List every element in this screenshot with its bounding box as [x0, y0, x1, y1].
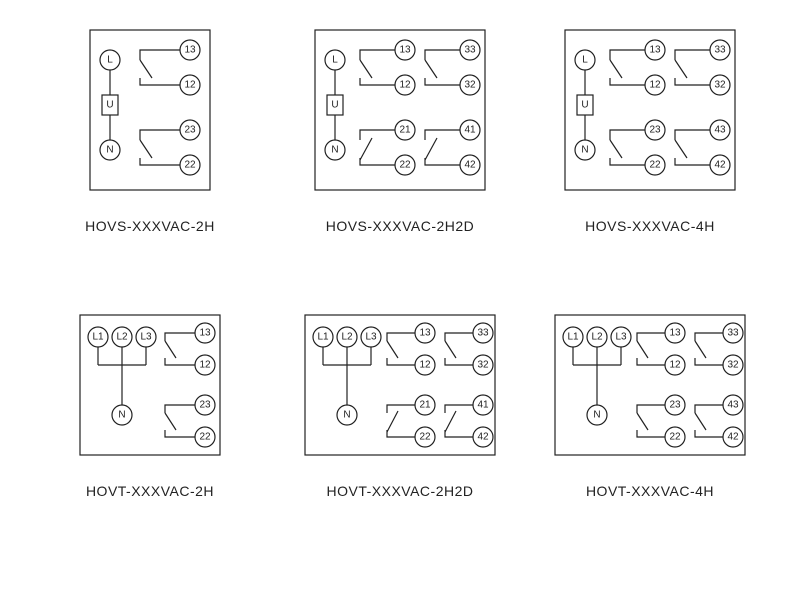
diagram-label: HOVT-XXXVAC-2H2D — [327, 483, 474, 499]
svg-text:41: 41 — [477, 400, 489, 411]
svg-text:U: U — [106, 100, 113, 111]
svg-text:L: L — [582, 55, 588, 66]
svg-text:22: 22 — [419, 432, 431, 443]
page: L U N 13 12 — [0, 0, 800, 590]
diagram-hovt-4h: L1 L2 L3 N 13 12 — [530, 305, 770, 570]
svg-text:L3: L3 — [140, 332, 152, 343]
svg-text:22: 22 — [199, 432, 211, 443]
diagram-label: HOVT-XXXVAC-2H — [86, 483, 214, 499]
svg-text:L2: L2 — [341, 332, 353, 343]
svg-text:32: 32 — [714, 80, 726, 91]
svg-text:L2: L2 — [116, 332, 128, 343]
svg-text:43: 43 — [727, 400, 739, 411]
svg-text:42: 42 — [464, 160, 476, 171]
svg-text:12: 12 — [184, 80, 196, 91]
svg-text:33: 33 — [714, 45, 726, 56]
diagram-hovt-2h2d: L1 L2 L3 N 13 12 — [280, 305, 520, 570]
svg-text:N: N — [118, 410, 125, 421]
schematic-svg: L U N 13 12 — [305, 20, 495, 200]
terminal-l: L — [107, 55, 113, 66]
schematic-svg: L1 L2 L3 N 13 12 — [295, 305, 505, 465]
svg-text:12: 12 — [199, 360, 211, 371]
svg-text:U: U — [581, 100, 588, 111]
svg-text:L3: L3 — [615, 332, 627, 343]
svg-text:43: 43 — [714, 125, 726, 136]
diagram-hovs-2h2d: L U N 13 12 — [280, 20, 520, 285]
svg-text:13: 13 — [649, 45, 661, 56]
svg-text:N: N — [331, 145, 338, 156]
svg-text:32: 32 — [464, 80, 476, 91]
svg-text:N: N — [581, 145, 588, 156]
diagram-hovs-2h: L U N 13 12 — [30, 20, 270, 285]
svg-text:22: 22 — [669, 432, 681, 443]
diagram-label: HOVT-XXXVAC-4H — [586, 483, 714, 499]
svg-text:13: 13 — [669, 328, 681, 339]
svg-text:13: 13 — [419, 328, 431, 339]
svg-text:U: U — [331, 100, 338, 111]
diagram-hovt-2h: L1 L2 L3 N 13 12 — [30, 305, 270, 570]
svg-text:L2: L2 — [591, 332, 603, 343]
diagram-hovs-4h: L U N 13 12 — [530, 20, 770, 285]
svg-text:13: 13 — [199, 328, 211, 339]
svg-text:22: 22 — [399, 160, 411, 171]
svg-text:L3: L3 — [365, 332, 377, 343]
svg-text:21: 21 — [419, 400, 431, 411]
svg-text:13: 13 — [184, 45, 196, 56]
svg-text:21: 21 — [399, 125, 411, 136]
svg-text:12: 12 — [399, 80, 411, 91]
diagram-grid: L U N 13 12 — [0, 0, 800, 590]
svg-text:41: 41 — [464, 125, 476, 136]
svg-text:22: 22 — [184, 160, 196, 171]
contact-group-1: 13 12 — [140, 40, 200, 95]
svg-text:32: 32 — [477, 360, 489, 371]
schematic-svg: L U N 13 12 — [80, 20, 220, 200]
svg-text:23: 23 — [184, 125, 196, 136]
svg-text:42: 42 — [477, 432, 489, 443]
svg-text:L1: L1 — [317, 332, 329, 343]
diagram-label: HOVS-XXXVAC-2H2D — [326, 218, 475, 234]
svg-text:32: 32 — [727, 360, 739, 371]
svg-text:L1: L1 — [567, 332, 579, 343]
svg-text:33: 33 — [727, 328, 739, 339]
svg-text:33: 33 — [477, 328, 489, 339]
schematic-svg: L1 L2 L3 N 13 12 — [70, 305, 230, 465]
terminal-n: N — [106, 145, 113, 156]
svg-text:23: 23 — [669, 400, 681, 411]
diagram-label: HOVS-XXXVAC-2H — [85, 218, 215, 234]
svg-text:N: N — [593, 410, 600, 421]
svg-text:42: 42 — [714, 160, 726, 171]
schematic-svg: L U N 13 12 — [555, 20, 745, 200]
svg-text:23: 23 — [199, 400, 211, 411]
svg-text:42: 42 — [727, 432, 739, 443]
svg-text:12: 12 — [649, 80, 661, 91]
svg-text:12: 12 — [419, 360, 431, 371]
svg-text:L1: L1 — [92, 332, 104, 343]
svg-text:22: 22 — [649, 160, 661, 171]
contact-group-2: 23 22 — [140, 120, 200, 175]
svg-text:23: 23 — [649, 125, 661, 136]
schematic-svg: L1 L2 L3 N 13 12 — [545, 305, 755, 465]
svg-text:N: N — [343, 410, 350, 421]
diagram-label: HOVS-XXXVAC-4H — [585, 218, 715, 234]
svg-text:L: L — [332, 55, 338, 66]
svg-text:33: 33 — [464, 45, 476, 56]
svg-text:12: 12 — [669, 360, 681, 371]
svg-text:13: 13 — [399, 45, 411, 56]
